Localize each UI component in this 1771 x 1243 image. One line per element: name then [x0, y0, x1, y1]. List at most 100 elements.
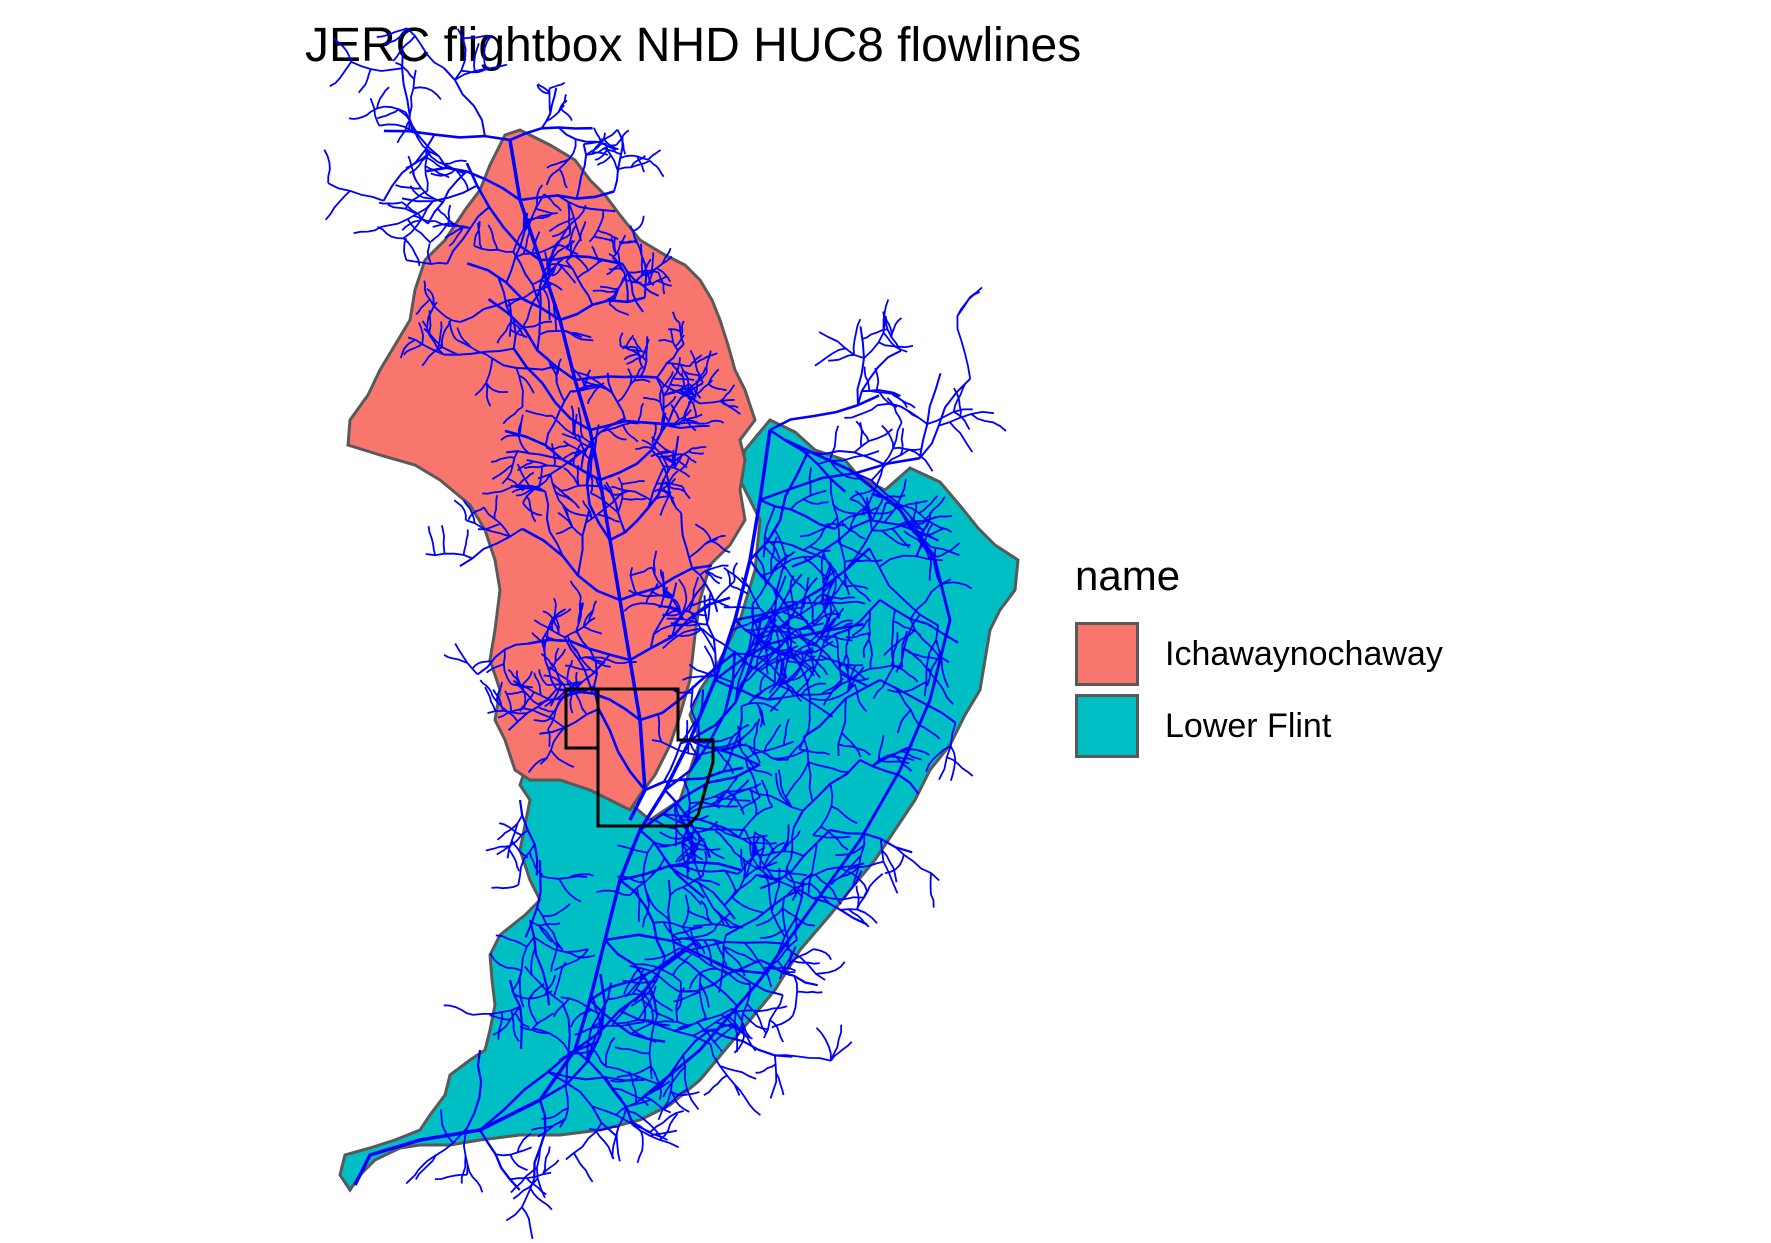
flowline: [536, 466, 543, 491]
flowline: [506, 282, 553, 308]
flowline: [759, 829, 831, 890]
flowline: [369, 97, 381, 127]
flowline: [697, 882, 725, 925]
flowline: [849, 498, 873, 531]
flowline: [467, 506, 485, 521]
flowline: [868, 509, 894, 515]
flowline: [828, 425, 840, 461]
flowline: [650, 436, 677, 456]
flowline: [709, 598, 730, 608]
flowline: [878, 759, 910, 765]
flowline: [862, 639, 870, 658]
flowline: [656, 267, 671, 283]
flowline: [802, 640, 834, 655]
flowline: [820, 549, 826, 605]
flowline: [799, 516, 839, 538]
flowline: [595, 477, 604, 500]
flowline: [395, 184, 422, 190]
flowline: [672, 924, 704, 937]
flowline: [619, 332, 624, 347]
flowline: [593, 235, 614, 243]
flowline: [608, 267, 622, 271]
flowline: [689, 349, 704, 384]
flowline: [532, 1027, 570, 1052]
flowline: [590, 150, 609, 156]
flowline: [696, 878, 721, 886]
flowline: [387, 203, 418, 215]
flowline: [506, 815, 523, 859]
flowline: [741, 702, 779, 712]
flowline: [484, 686, 497, 712]
flowline: [837, 698, 847, 757]
flowline: [551, 443, 556, 466]
flowline: [408, 69, 417, 116]
flowline: [528, 851, 544, 876]
flowline: [479, 679, 494, 697]
flowline: [540, 875, 588, 880]
flowline: [549, 81, 566, 90]
flowline: [827, 523, 847, 527]
flowline: [711, 735, 735, 743]
flowline: [722, 706, 743, 772]
flowline: [775, 630, 781, 670]
flowline: [700, 899, 714, 925]
flowline: [870, 448, 910, 482]
flowline: [426, 166, 521, 202]
flowline: [440, 319, 452, 348]
flowline: [929, 873, 935, 908]
flowline: [546, 263, 574, 270]
flowline: [551, 415, 591, 444]
flowline: [857, 349, 902, 406]
flowline: [762, 839, 789, 871]
flowline: [575, 671, 578, 695]
flowline: [855, 885, 860, 910]
flowline: [454, 63, 508, 81]
flowline: [509, 1154, 528, 1172]
flowline: [611, 1004, 630, 1027]
flowline: [682, 419, 701, 426]
flowline: [940, 581, 973, 590]
flowline: [540, 653, 554, 668]
flowline: [887, 681, 927, 693]
flowline: [501, 450, 519, 485]
flowline: [545, 356, 558, 371]
flowline: [508, 848, 521, 872]
flowline: [474, 358, 494, 396]
flowline: [327, 182, 384, 202]
flowline: [471, 660, 491, 670]
flowline: [826, 622, 853, 631]
flowline: [863, 366, 871, 391]
flowline: [619, 1009, 711, 1046]
flowline: [565, 224, 577, 251]
flowline: [841, 732, 862, 758]
flowline: [869, 496, 885, 523]
flowline: [531, 632, 546, 645]
flowline: [729, 584, 749, 595]
flowline: [434, 220, 471, 229]
flowline: [399, 338, 417, 359]
flowline: [533, 716, 555, 723]
flowline: [646, 602, 684, 616]
flowline: [536, 907, 564, 951]
flowline: [572, 442, 583, 466]
flowline: [723, 874, 758, 906]
flowline: [515, 670, 522, 688]
flowline: [803, 523, 829, 552]
flowline: [560, 996, 600, 1015]
flowline: [585, 656, 611, 668]
flowline: [413, 86, 442, 100]
flowline: [970, 413, 1007, 432]
flowline: [834, 633, 843, 684]
flowline: [460, 1155, 467, 1184]
flowline: [423, 280, 431, 300]
flowline: [738, 805, 773, 838]
flowline: [570, 368, 588, 376]
flowline: [632, 215, 645, 232]
flowline: [614, 1046, 650, 1055]
flowline: [667, 879, 677, 956]
flowline: [575, 630, 598, 687]
flowline: [808, 467, 812, 496]
flowline: [883, 478, 907, 524]
flowline: [629, 857, 666, 896]
